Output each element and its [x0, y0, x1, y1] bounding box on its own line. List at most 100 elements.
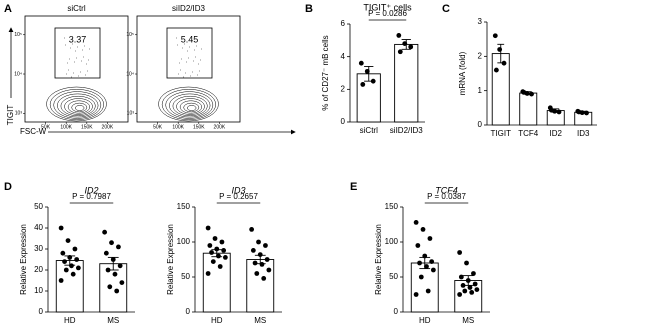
y-tick-label: 10⁴ — [14, 71, 22, 77]
contour — [172, 95, 208, 117]
data-point — [266, 267, 272, 273]
y-tick-label: 150 — [385, 202, 399, 211]
event-dot — [185, 72, 186, 74]
event-dot — [199, 70, 200, 72]
y-tick-label: 50 — [389, 272, 398, 281]
event-dot — [184, 43, 185, 45]
event-dot — [181, 58, 182, 60]
data-point — [67, 255, 73, 260]
data-point — [418, 274, 424, 280]
x-tick-label: TIGIT — [491, 129, 512, 138]
data-point — [397, 49, 403, 55]
data-point — [556, 109, 562, 115]
gate — [54, 27, 101, 79]
contour — [53, 91, 102, 119]
data-point — [358, 60, 364, 66]
data-point — [370, 78, 376, 84]
x-tick-label: MS — [107, 316, 119, 325]
data-point — [465, 278, 471, 283]
bar — [394, 43, 419, 123]
x-tick-label: 50K — [41, 124, 51, 130]
y-tick-label: 10³ — [127, 111, 135, 117]
event-dot — [86, 63, 87, 65]
plot-title: siID2/ID3 — [172, 4, 205, 13]
data-point — [75, 265, 81, 271]
data-point — [217, 264, 223, 269]
contour — [64, 98, 93, 115]
event-dot — [196, 45, 197, 47]
event-dot — [68, 69, 69, 71]
data-point — [576, 109, 582, 115]
x-tick-label: ID2 — [550, 129, 563, 138]
data-point — [58, 278, 64, 283]
x-tick-label: siCtrl — [360, 126, 378, 135]
data-point — [109, 240, 114, 246]
contour — [49, 89, 104, 120]
data-point — [457, 292, 463, 297]
x-tick-label: HD — [419, 316, 431, 325]
contour — [60, 95, 96, 117]
data-point — [209, 250, 214, 255]
data-point — [360, 82, 366, 87]
event-dot — [82, 49, 83, 51]
event-dot — [71, 76, 72, 78]
panel-letter: E — [350, 181, 357, 193]
y-tick-label: 10 — [34, 286, 43, 295]
event-dot — [69, 58, 70, 60]
event-dot — [197, 74, 198, 76]
data-point — [420, 227, 426, 232]
y-tick-label: 1 — [478, 86, 483, 95]
contour — [67, 100, 90, 114]
p-value: P = 0.0387 — [427, 192, 466, 201]
data-point — [259, 262, 265, 267]
bar — [246, 259, 275, 313]
event-dot — [189, 46, 190, 48]
data-point — [529, 91, 534, 97]
contour — [187, 105, 197, 111]
data-point — [214, 246, 220, 252]
event-dot — [72, 43, 73, 45]
data-point — [458, 274, 464, 280]
plot-frame — [136, 15, 241, 123]
event-dot — [89, 48, 90, 50]
y-tick-label: 100 — [177, 237, 191, 246]
data-point — [205, 271, 211, 276]
x-axis-label: FSC-W — [20, 127, 47, 136]
data-point — [62, 259, 67, 264]
event-dot — [80, 71, 81, 73]
x-tick-label: HD — [64, 316, 76, 325]
event-dot — [76, 57, 77, 59]
event-dot — [70, 47, 71, 49]
data-point — [102, 229, 108, 235]
data-point — [256, 239, 261, 245]
gate-percentage: 3.37 — [69, 34, 87, 44]
x-tick-label: TCF4 — [518, 129, 539, 138]
event-dot — [183, 76, 184, 78]
p-value: P = 0.7987 — [72, 192, 111, 201]
contour — [46, 86, 107, 122]
contour — [169, 93, 211, 118]
data-point — [257, 252, 263, 257]
data-point — [110, 257, 116, 262]
data-point — [250, 248, 256, 253]
y-tick-label: 30 — [34, 244, 43, 253]
data-point — [471, 271, 476, 276]
gate — [166, 27, 213, 79]
data-point — [430, 267, 436, 273]
data-point — [548, 107, 554, 113]
chart-title: TIGIT⁺ cells — [363, 2, 412, 12]
event-dot — [179, 62, 180, 64]
y-tick-label: 10⁵ — [126, 32, 134, 38]
data-point — [521, 89, 527, 95]
contour — [75, 105, 85, 111]
data-point — [364, 68, 370, 74]
y-tick-label: 10⁵ — [14, 32, 22, 38]
x-tick-label: 150K — [193, 124, 205, 130]
contour — [179, 100, 202, 114]
bar — [99, 263, 128, 313]
event-dot — [192, 71, 193, 73]
y-axis-label: Relative Expression — [374, 224, 383, 295]
event-dot — [77, 46, 78, 48]
event-dot — [177, 44, 178, 46]
